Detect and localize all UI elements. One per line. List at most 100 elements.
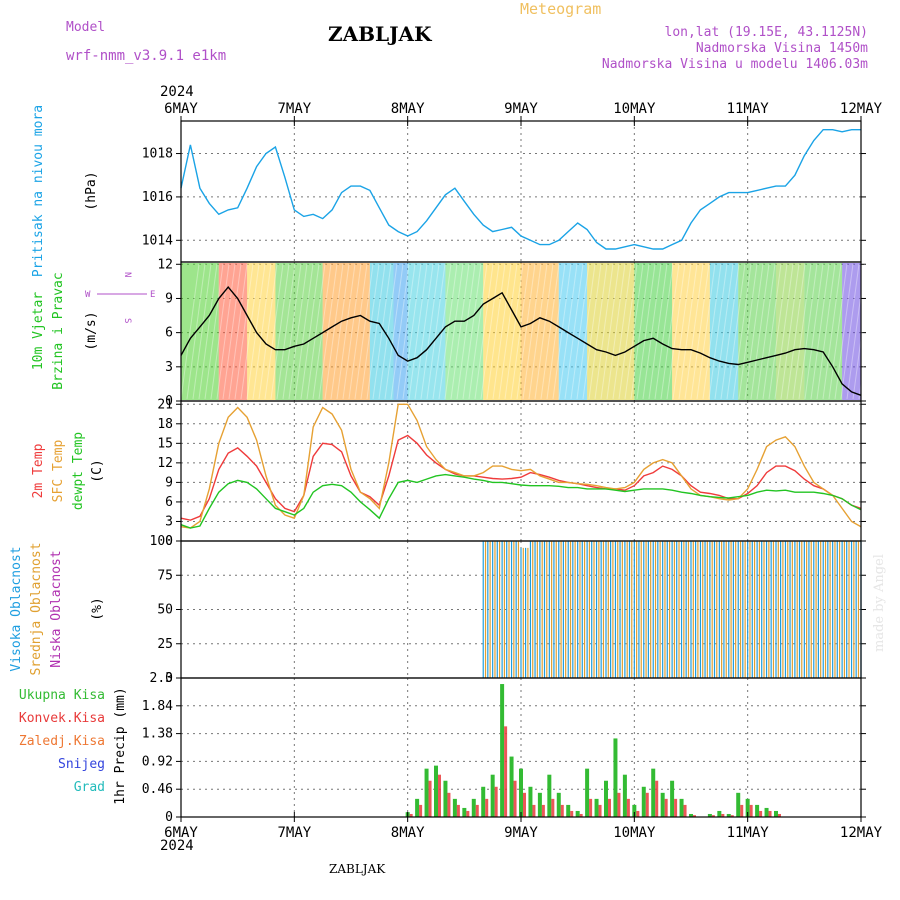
- x-tick-label-top: 12MAY: [840, 101, 883, 117]
- x-tick-label-bottom: 9MAY: [504, 825, 538, 841]
- dewpt-axis-title: dewpt Temp: [71, 432, 86, 510]
- wind-barb-hatch: [216, 263, 236, 400]
- wind-barb-band: [521, 263, 559, 400]
- panel-pressure: [176, 120, 866, 263]
- precip-bar: [774, 810, 778, 817]
- y-tick-label: 50: [157, 603, 173, 618]
- wind-barb-hatch: [408, 263, 428, 400]
- low-cloud-axis-title: Niska Oblacnost: [49, 550, 64, 667]
- wind-barb-hatch: [786, 263, 806, 400]
- precip-conv-bar: [693, 815, 696, 817]
- wind-barb-hatch: [618, 263, 638, 400]
- precip-bar: [462, 807, 467, 817]
- wind-barb-hatch: [582, 263, 602, 400]
- wind-barb-hatch: [630, 263, 650, 400]
- precip-conv-bar: [749, 804, 753, 817]
- model-name: wrf-nmm_v3.9.1 e1km: [66, 48, 227, 64]
- wind-barb-band: [842, 263, 861, 400]
- y-tick-label: 3: [165, 514, 173, 529]
- temp2m-axis-title: 2m Temp: [31, 443, 46, 498]
- x-tick-label-top: 10MAY: [613, 101, 656, 117]
- wind-barb-hatch: [780, 263, 800, 400]
- y-tick-label: 6: [165, 495, 173, 510]
- wind-barb-hatch: [324, 263, 344, 400]
- wind-barb-band: [587, 263, 635, 400]
- precip-conv-bar: [636, 810, 640, 817]
- precip-conv-bar: [475, 804, 479, 817]
- mid-cloud-axis-title: Srednja Oblacnost: [29, 542, 44, 675]
- wind-barb-hatch: [636, 263, 656, 400]
- precip-bar: [717, 810, 722, 817]
- wind-barb-hatch: [372, 263, 392, 400]
- series-line-2m-temp: [180, 434, 862, 521]
- y-tick-label: 2.3: [150, 671, 173, 686]
- wind-barb-hatch: [240, 263, 260, 400]
- wind-barb-hatch: [468, 263, 488, 400]
- wind-barb-hatch: [624, 263, 644, 400]
- wind-barb-hatch: [228, 263, 248, 400]
- precip-conv-bar: [683, 804, 687, 817]
- precip-bar: [519, 768, 523, 817]
- series-line-sfc-temp: [180, 403, 862, 529]
- wind-barb-band: [738, 263, 776, 400]
- y-tick-label: 6: [165, 326, 173, 341]
- precip-bar: [500, 684, 505, 817]
- wind-barb-hatch: [690, 263, 710, 400]
- wind-barb-hatch: [474, 263, 494, 400]
- y-tick-label: 3: [165, 360, 173, 375]
- elevation-label: Nadmorska Visina 1450m: [695, 41, 868, 56]
- wind-barb-hatch: [816, 263, 836, 400]
- precip-bar: [585, 768, 590, 817]
- wind-barb-hatch: [222, 263, 242, 400]
- wind-barb-hatch: [534, 263, 554, 400]
- series-line-dewpt-temp: [180, 473, 862, 529]
- wind-barb-hatch: [234, 263, 254, 400]
- x-tick-label-top: 7MAY: [277, 101, 311, 117]
- precip-conv-bar: [541, 804, 545, 817]
- precip-conv-bar: [570, 810, 574, 817]
- wind-barb-hatch: [528, 263, 548, 400]
- wind-barb-hatch: [294, 263, 314, 400]
- precip-bar: [471, 798, 476, 817]
- precip-conv-bar: [551, 798, 555, 817]
- y-tick-label: 0.92: [142, 754, 173, 769]
- wind-barb-hatch: [522, 263, 542, 400]
- wind-barb-band: [393, 263, 408, 400]
- y-tick-label: 0: [165, 671, 173, 686]
- precip-legend-item: Ukupna Kisa: [19, 688, 105, 703]
- wind-barb-hatch: [828, 263, 848, 400]
- wind-barb-hatch: [684, 263, 704, 400]
- precip-legend-item: Snijeg: [58, 757, 105, 772]
- panel-precip: [176, 677, 866, 818]
- x-tick-label-bottom: 12MAY: [840, 825, 883, 841]
- precip-bar: [556, 792, 561, 817]
- x-tick-label-top: 8MAY: [391, 101, 425, 117]
- x-tick-label-bottom: 8MAY: [391, 825, 425, 841]
- wind-barb-hatch: [204, 263, 224, 400]
- y-tick-label: 9: [165, 475, 173, 490]
- wind-barb-hatch: [306, 263, 326, 400]
- x-tick-label-bottom: 7MAY: [277, 825, 311, 841]
- wind-unit: (m/s): [84, 311, 99, 350]
- coords-label: lon,lat (19.15E, 43.1125N): [664, 25, 869, 40]
- precip-bar: [736, 792, 741, 817]
- wind-barb-hatch: [774, 263, 794, 400]
- precip-conv-bar: [513, 780, 517, 817]
- wind-barb-hatch: [540, 263, 560, 400]
- precip-bar: [547, 774, 552, 817]
- wind-barb-hatch: [180, 263, 200, 400]
- model-label: Model: [66, 20, 106, 35]
- precip-bar: [566, 804, 571, 817]
- y-tick-label: 1.38: [142, 727, 173, 742]
- pressure-axis-title: Pritisak na nivou mora: [31, 105, 46, 277]
- precip-bar: [660, 792, 665, 817]
- y-tick-label: 0: [165, 534, 173, 549]
- wind-barb-band: [445, 263, 484, 400]
- wind-barb-hatch: [708, 263, 728, 400]
- y-tick-label: 100: [150, 534, 173, 549]
- precip-bar: [670, 780, 675, 817]
- wind-barb-hatch: [606, 263, 626, 400]
- wind-barb-hatch: [504, 263, 524, 400]
- wind-barb-hatch: [462, 263, 482, 400]
